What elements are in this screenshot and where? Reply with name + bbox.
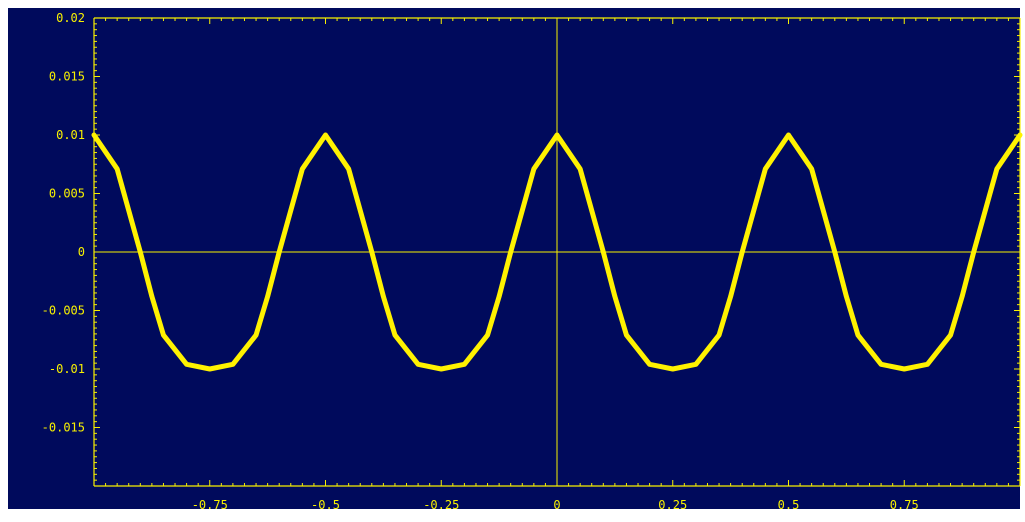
y-tick-label: 0.015 [49, 70, 85, 84]
x-tick-label: -0.25 [423, 498, 459, 512]
x-tick-label: 0 [553, 498, 560, 512]
plot-background [8, 8, 1020, 509]
x-tick-label: 0.75 [890, 498, 919, 512]
y-tick-label: -0.015 [42, 421, 85, 435]
y-tick-label: 0.02 [56, 11, 85, 25]
x-tick-label: -0.5 [311, 498, 340, 512]
tick-labels: -0.75 -0.5 -0.25 0 0.25 0.5 0.75 0.02 0.015 0.01 0… [42, 11, 919, 512]
data-series [91, 132, 1023, 372]
x-tick-label: 0.5 [778, 498, 800, 512]
x-tick-label: -0.75 [192, 498, 228, 512]
y-tick-label: -0.01 [49, 362, 85, 376]
y-tick-label: -0.005 [42, 304, 85, 318]
x-tick-label: 0.25 [658, 498, 687, 512]
y-tick-label: 0.01 [56, 128, 85, 142]
series-line [91, 132, 1023, 372]
y-tick-label: 0 [78, 245, 85, 259]
y-tick-label: 0.005 [49, 187, 85, 201]
tick-marks [93, 17, 1021, 487]
